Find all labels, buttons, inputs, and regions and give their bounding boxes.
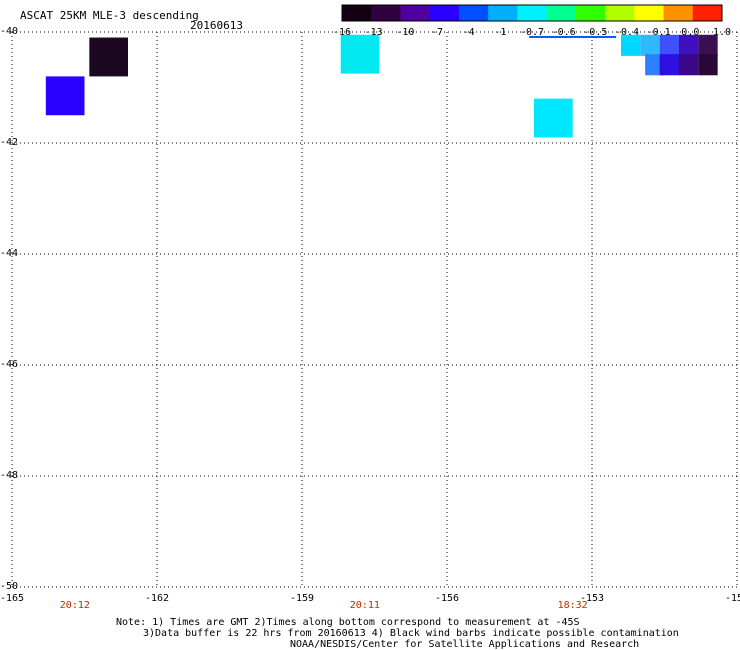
colorbar-label: -0.7: [519, 27, 545, 38]
data-cells: [45, 34, 718, 138]
data-cell: [640, 34, 660, 56]
data-cell: [89, 37, 128, 77]
lon-tick-label: -162: [144, 593, 170, 604]
colorbar-label: -0.1: [646, 27, 671, 38]
lat-lon-grid: [11, 31, 738, 588]
data-cell: [534, 98, 573, 138]
lon-tick-label: -150: [724, 593, 740, 604]
colorbar-label: -0.4: [614, 27, 640, 38]
colorbar-label: -10: [396, 27, 415, 38]
colorbar-frame: [341, 4, 723, 22]
data-cell: [698, 34, 718, 56]
data-cell: [45, 76, 85, 116]
note-line-3: NOAA/NESDIS/Center for Satellite Applica…: [290, 639, 640, 650]
pass-time-label: 20:11: [349, 600, 380, 611]
note-line-1: Note: 1) Times are GMT 2)Times along bot…: [116, 617, 580, 628]
colorbar-label: -16: [332, 27, 352, 38]
lat-tick-label: -44: [0, 248, 19, 259]
data-cell: [340, 34, 380, 74]
data-cell: [659, 54, 679, 76]
colorbar-swatch: [605, 5, 635, 21]
colorbar-swatch: [692, 5, 723, 21]
colorbar-swatch: [488, 5, 518, 21]
colorbar-swatch: [634, 5, 665, 21]
colorbar-label: -7: [430, 27, 444, 38]
pass-time-label: 20:12: [59, 600, 90, 611]
pass-time-label: 18:32: [557, 600, 588, 611]
colorbar-label: -1: [494, 27, 507, 38]
colorbar-label: -4: [462, 27, 475, 38]
data-cell: [698, 54, 718, 76]
lon-tick-label: -165: [0, 593, 25, 604]
colorbar-swatch: [429, 5, 460, 21]
data-cell: [679, 54, 699, 76]
data-cell: [621, 34, 641, 56]
colorbar-label: -13: [364, 27, 383, 38]
lon-tick-label: -159: [289, 593, 315, 604]
lat-tick-label: -42: [0, 137, 19, 148]
note-line-2: 3)Data buffer is 22 hrs from 20160613 4)…: [143, 628, 679, 639]
lon-tick-label: -153: [579, 593, 605, 604]
colorbar-label: -0.6: [551, 27, 576, 38]
colorbar-swatch: [663, 5, 694, 21]
colorbar-swatch: [575, 5, 606, 21]
colorbar-swatch: [517, 5, 548, 21]
colorbar-swatch: [371, 5, 401, 21]
data-cell: [679, 34, 699, 56]
lat-tick-label: -50: [0, 581, 19, 592]
colorbar-swatch: [458, 5, 489, 21]
colorbar-swatch: [400, 5, 431, 21]
lat-tick-label: -46: [0, 359, 19, 370]
data-cell: [659, 34, 679, 56]
colorbar: [341, 4, 723, 22]
lat-tick-label: -40: [0, 26, 19, 37]
colorbar-label: -0.5: [583, 27, 608, 38]
colorbar-label: 1.0: [712, 27, 732, 38]
page-title: ASCAT 25KM MLE-3 descending: [20, 9, 199, 22]
colorbar-swatch: [546, 5, 577, 21]
colorbar-label: 0.0: [681, 27, 700, 38]
colorbar-swatch: [342, 5, 372, 21]
date-label: 20160613: [190, 19, 243, 32]
lon-tick-label: -156: [434, 593, 460, 604]
lat-tick-label: -48: [0, 470, 19, 481]
